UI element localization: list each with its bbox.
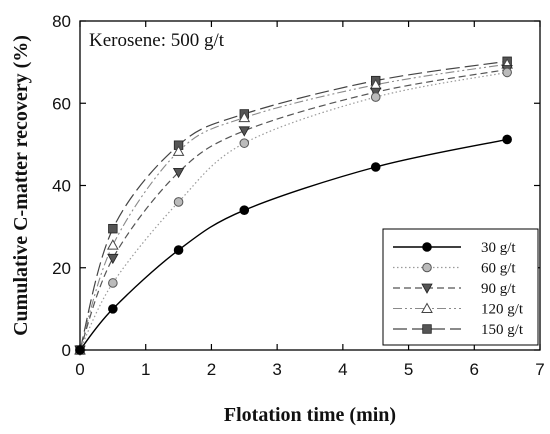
legend-marker bbox=[421, 283, 433, 294]
legend-label: 90 g/t bbox=[481, 281, 516, 297]
y-tick-label: 40 bbox=[52, 177, 71, 196]
series-line bbox=[79, 60, 508, 351]
legend-label: 120 g/t bbox=[481, 302, 524, 318]
legend-marker bbox=[422, 324, 432, 334]
data-point bbox=[239, 138, 250, 148]
legend-marker bbox=[422, 242, 432, 252]
legend: 30 g/t 60 g/t 90 g/t 120 g/t 150 g/t bbox=[382, 228, 539, 346]
y-tick-label: 80 bbox=[52, 12, 71, 31]
data-point bbox=[108, 223, 118, 234]
x-tick-label: 0 bbox=[75, 360, 84, 379]
y-axis-title: Cumulative C-matter recovery (%) bbox=[10, 35, 32, 336]
data-point bbox=[238, 111, 251, 123]
legend-label: 150 g/t bbox=[481, 322, 524, 338]
y-tick-label: 20 bbox=[52, 259, 71, 278]
data-point bbox=[108, 304, 118, 314]
data-point bbox=[173, 197, 184, 207]
series-layer bbox=[74, 56, 513, 356]
legend-label: 30 g/t bbox=[481, 240, 516, 256]
legend-label: 60 g/t bbox=[481, 261, 516, 277]
series-line bbox=[79, 63, 508, 351]
data-point bbox=[502, 67, 512, 78]
legend-marker bbox=[421, 302, 433, 313]
x-tick-label: 5 bbox=[404, 360, 413, 379]
data-point bbox=[238, 126, 250, 137]
data-point bbox=[370, 92, 381, 102]
data-point bbox=[502, 134, 512, 145]
series-line bbox=[79, 68, 508, 351]
data-point bbox=[370, 162, 381, 172]
data-point bbox=[173, 245, 184, 255]
data-point bbox=[172, 145, 185, 156]
data-point bbox=[172, 167, 185, 179]
axes-layer: 0 1 2 3 4 5 6 7 0 20 40 60 80 bbox=[52, 12, 545, 379]
x-tick-label: 1 bbox=[141, 360, 150, 379]
x-tick-label: 3 bbox=[272, 360, 281, 379]
annotation-text: Kerosene: 500 g/t bbox=[89, 30, 225, 51]
legend-marker bbox=[422, 262, 432, 273]
data-point bbox=[107, 239, 119, 250]
data-point bbox=[107, 253, 119, 265]
data-point bbox=[239, 205, 250, 215]
x-tick-label: 2 bbox=[207, 360, 216, 379]
x-tick-label: 7 bbox=[535, 360, 544, 379]
y-tick-label: 60 bbox=[52, 94, 71, 113]
x-tick-label: 4 bbox=[338, 360, 347, 379]
x-tick-label: 6 bbox=[470, 360, 479, 379]
legend-box bbox=[382, 228, 539, 346]
x-axis-title: Flotation time (min) bbox=[224, 404, 396, 426]
y-tick-label: 0 bbox=[62, 341, 71, 360]
data-point bbox=[108, 278, 118, 288]
